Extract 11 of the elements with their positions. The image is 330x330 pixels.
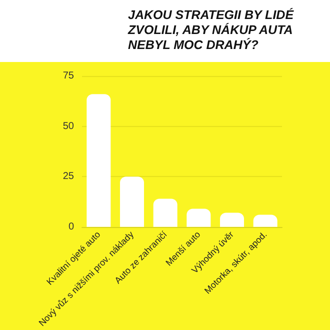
- y-tick-label: 50: [62, 120, 74, 132]
- bar: [86, 94, 111, 227]
- bar: [153, 198, 178, 227]
- bar: [186, 208, 211, 227]
- chart-title: JAKOU STRATEGII BY LIDÉ ZVOLILI, ABY NÁKUP AUTA NEBYL MOC DRAHÝ?: [128, 8, 295, 53]
- bar: [253, 214, 278, 227]
- bar: [120, 176, 144, 227]
- y-tick-label: 0: [68, 221, 74, 232]
- bar: [220, 212, 244, 227]
- y-tick-label: 75: [62, 70, 74, 82]
- y-tick-label: 25: [62, 171, 74, 182]
